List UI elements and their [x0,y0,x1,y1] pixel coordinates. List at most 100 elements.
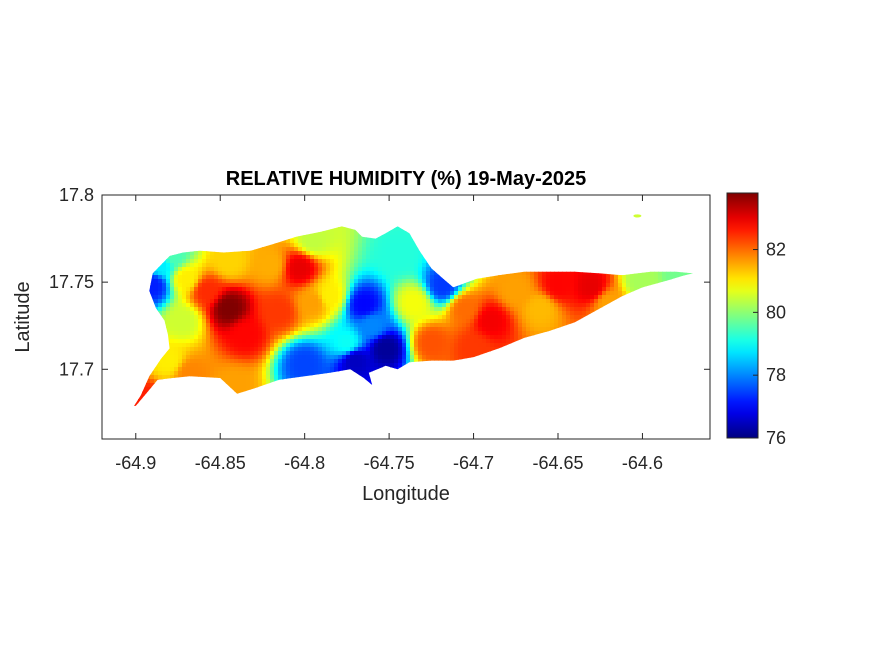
heat-cell [366,243,371,248]
heat-cell [386,351,391,356]
heat-cell [102,331,107,336]
heat-cell [406,247,411,252]
heat-cell [258,255,263,260]
heat-cell [206,243,211,248]
heat-cell [186,247,191,252]
heat-cell [206,219,211,224]
heat-cell [222,331,227,336]
heat-cell [242,199,247,204]
heat-cell [410,199,415,204]
heat-cell [230,267,235,272]
heat-cell [362,331,367,336]
heat-cell [270,407,275,412]
heat-cell [178,391,183,396]
heat-cell [406,391,411,396]
heat-cell [382,411,387,416]
heat-cell [122,251,127,256]
heat-cell [182,379,187,384]
heat-cell [194,431,199,436]
heat-cell [126,431,131,436]
heat-cell [262,275,267,280]
heat-cell [378,379,383,384]
heat-cell [110,255,115,260]
heat-cell [298,307,303,312]
heat-cell [182,431,187,436]
heat-cell [330,315,335,320]
heat-cell [262,267,267,272]
heat-cell [346,263,351,268]
heat-cell [134,363,139,368]
heat-cell [310,303,315,308]
heat-cell [414,367,419,372]
heat-cell [102,355,107,360]
heat-cell [206,415,211,420]
heat-cell [262,199,267,204]
heat-cell [398,251,403,256]
heat-cell [186,307,191,312]
heat-cell [370,399,375,404]
heat-cell [238,387,243,392]
heat-cell [366,203,371,208]
heat-cell [110,331,115,336]
heat-cell [222,431,227,436]
heat-cell [406,411,411,416]
heat-cell [194,287,199,292]
heat-cell [234,275,239,280]
heat-cell [202,359,207,364]
heat-cell [390,291,395,296]
heat-cell [318,307,323,312]
heat-cell [422,259,427,264]
heat-cell [346,279,351,284]
heat-cell [122,371,127,376]
heat-cell [210,359,215,364]
heat-cell [166,327,171,332]
heat-cell [426,343,431,348]
heat-cell [174,275,179,280]
heat-cell [202,331,207,336]
heat-cell [174,367,179,372]
heat-cell [106,331,111,336]
heat-cell [142,283,147,288]
heat-cell [146,379,151,384]
heat-cell [146,343,151,348]
heat-cell [102,339,107,344]
heat-cell [302,327,307,332]
heat-cell [230,195,235,200]
heat-cell [210,367,215,372]
heat-cell [122,295,127,300]
heat-cell [406,315,411,320]
heat-cell [226,195,231,200]
heat-cell [122,323,127,328]
heat-cell [338,427,343,432]
heat-cell [426,279,431,284]
heat-cell [330,255,335,260]
heat-cell [274,383,279,388]
heat-cell [202,431,207,436]
heat-cell [354,231,359,236]
heat-cell [134,287,139,292]
heat-cell [194,427,199,432]
heat-cell [354,299,359,304]
heat-cell [194,327,199,332]
heat-cell [166,275,171,280]
heat-cell [266,379,271,384]
heat-cell [402,431,407,436]
heat-cell [318,199,323,204]
heat-cell [254,431,259,436]
heat-cell [418,203,423,208]
heat-cell [378,423,383,428]
heat-cell [386,287,391,292]
heat-cell [310,226,315,228]
heat-cell [322,331,327,336]
heat-cell [242,279,247,284]
heat-cell [258,391,263,396]
heat-cell [118,331,123,336]
heat-cell [414,407,419,412]
heat-cell [118,239,123,244]
heat-cell [346,423,351,428]
heat-cell [294,275,299,280]
heat-cell [214,219,219,224]
heat-cell [366,371,371,376]
heat-cell [350,211,355,216]
heat-cell [330,307,335,312]
